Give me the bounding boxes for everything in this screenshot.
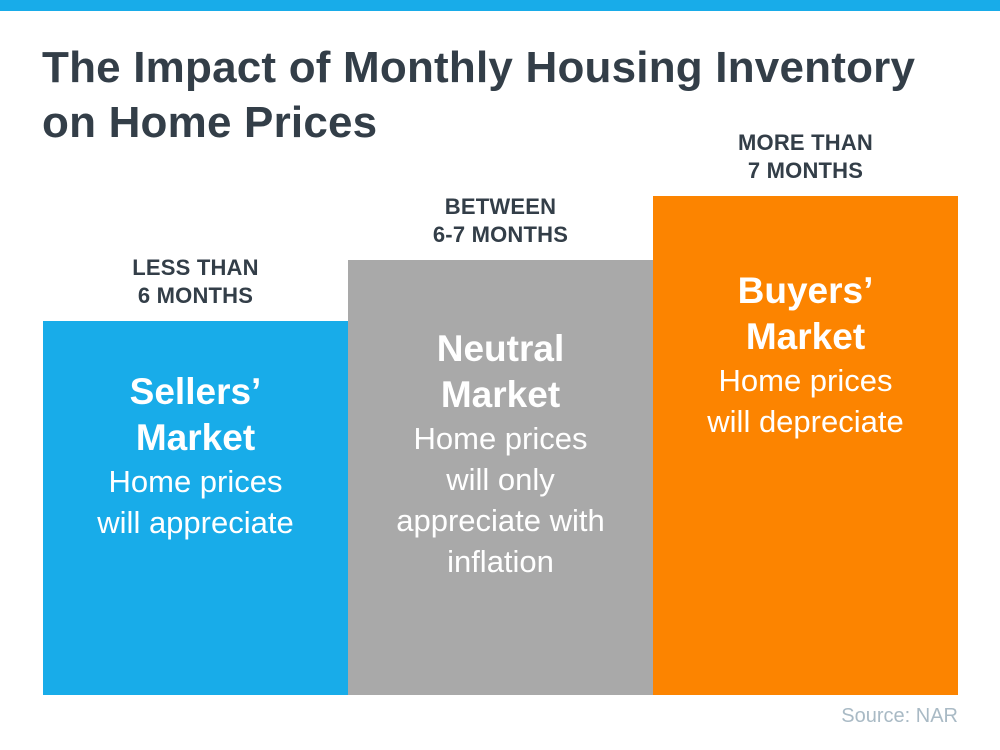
- bar-sellers-market: Sellers’ Market Home prices will appreci…: [43, 321, 348, 695]
- inventory-range-label-more-than-7-months: MORE THAN 7 MONTHS: [737, 130, 873, 183]
- column-sellers-market: LESS THAN 6 MONTHS Sellers’ Market Home …: [43, 254, 348, 695]
- bar-description-sellers-market: Home prices will appreciate: [97, 464, 294, 540]
- bar-heading-sellers-market: Sellers’ Market: [129, 371, 262, 458]
- bar-neutral-market: Neutral Market Home prices will only app…: [348, 260, 653, 695]
- bar-chart: LESS THAN 6 MONTHS Sellers’ Market Home …: [43, 129, 958, 695]
- inventory-range-label-less-than-6-months: LESS THAN 6 MONTHS: [132, 255, 259, 308]
- bar-buyers-market: Buyers’ Market Home prices will deprecia…: [653, 196, 958, 695]
- column-neutral-market: BETWEEN 6-7 MONTHS Neutral Market Home p…: [348, 193, 653, 695]
- bar-description-neutral-market: Home prices will only appreciate with in…: [396, 421, 605, 579]
- bar-description-buyers-market: Home prices will depreciate: [707, 363, 904, 439]
- bar-heading-buyers-market: Buyers’ Market: [737, 270, 874, 357]
- top-accent-bar: [0, 0, 1000, 11]
- chart-title: The Impact of Monthly Housing Inventory …: [42, 43, 916, 147]
- column-buyers-market: MORE THAN 7 MONTHS Buyers’ Market Home p…: [653, 129, 958, 695]
- bar-heading-neutral-market: Neutral Market: [436, 328, 565, 415]
- source-attribution: Source: NAR: [841, 705, 958, 727]
- inventory-range-label-between-6-7-months: BETWEEN 6-7 MONTHS: [432, 194, 569, 247]
